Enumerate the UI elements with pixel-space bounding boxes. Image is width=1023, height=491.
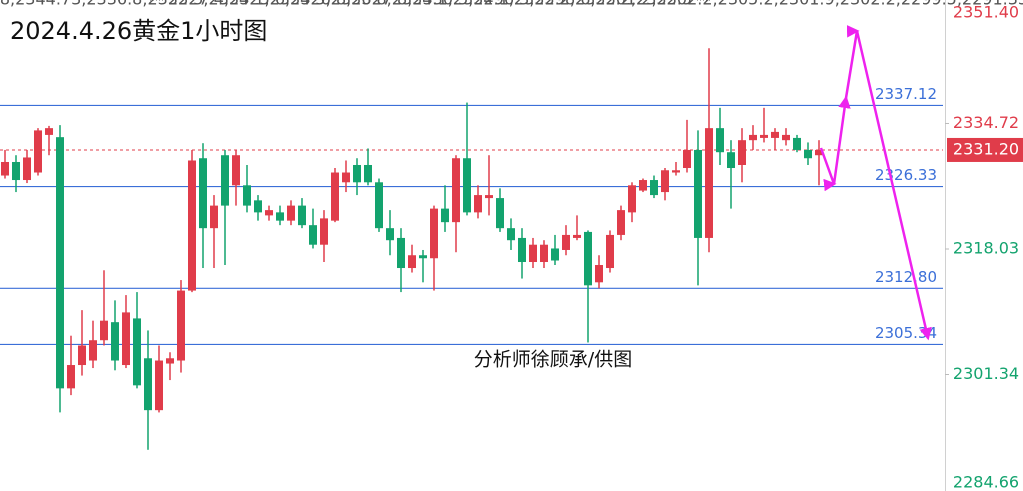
- candle-body: [397, 237, 405, 269]
- level-label: 2312.80: [875, 268, 937, 286]
- candle-body: [595, 265, 603, 283]
- candle-body: [45, 128, 53, 135]
- watermark: 分析师徐顾承/供图: [474, 349, 632, 371]
- candle-body: [782, 134, 790, 141]
- candle-body: [309, 225, 317, 245]
- candle-body: [144, 358, 152, 411]
- candle-body: [419, 255, 427, 259]
- candle-body: [485, 195, 493, 199]
- candle-body: [771, 131, 779, 138]
- low-label: 2327.4,2325.6,2326.8,2327.8,2330.5,2296.…: [168, 0, 1023, 9]
- level-label: 2337.12: [875, 85, 937, 103]
- candle-body: [320, 218, 328, 245]
- candle-body: [727, 152, 735, 169]
- candle-body: [122, 312, 130, 366]
- y-tick-label: 2284.66: [953, 473, 1019, 491]
- candle-body: [639, 180, 647, 191]
- candle-body: [386, 228, 394, 241]
- candle-body: [617, 210, 625, 235]
- candle-body: [89, 340, 97, 361]
- candle-body: [111, 322, 119, 361]
- candle-body: [1, 161, 9, 176]
- candle-body: [474, 195, 482, 213]
- last-price-label: 2331.20: [953, 139, 1019, 158]
- candle-body: [749, 134, 757, 141]
- y-tick-label: 2351.40: [953, 3, 1019, 22]
- candle-body: [34, 130, 42, 173]
- candle-body: [166, 358, 174, 364]
- candle-body: [606, 234, 614, 269]
- candle-body: [705, 128, 713, 238]
- candle-body: [56, 137, 64, 389]
- candle-body: [650, 180, 658, 196]
- candle-body: [441, 208, 449, 223]
- candle-body: [287, 205, 295, 221]
- candle-body: [276, 212, 284, 221]
- candle-body: [133, 318, 141, 386]
- candle-body: [452, 158, 460, 223]
- chart-title: 2024.4.26黄金1小时图: [10, 17, 267, 45]
- y-tick-label: 2301.34: [953, 364, 1019, 383]
- level-label: 2326.33: [875, 166, 937, 184]
- candle-body: [804, 149, 812, 159]
- candle-body: [551, 248, 559, 261]
- candle-body: [331, 172, 339, 221]
- candle-body: [683, 149, 691, 169]
- candle-body: [100, 320, 108, 341]
- candle-body: [210, 205, 218, 229]
- candle-body: [793, 137, 801, 150]
- candle-body: [760, 134, 768, 138]
- candle-body: [232, 155, 240, 186]
- candle-body: [12, 161, 20, 181]
- candle-body: [815, 149, 823, 156]
- candle-body: [584, 231, 592, 286]
- candle-body: [430, 208, 438, 259]
- candle-body: [562, 234, 570, 250]
- candle-body: [529, 244, 537, 263]
- high-label: 2331.2,2330.5,2331.2,2334.1,2334.4,2334.…: [0, 0, 692, 9]
- candle-body: [672, 170, 680, 173]
- candle-body: [375, 182, 383, 229]
- last-price-box: [947, 137, 1023, 162]
- candle-body: [353, 164, 361, 183]
- candle-body: [496, 198, 504, 229]
- candle-body: [342, 172, 350, 183]
- candle-body: [573, 234, 581, 238]
- candle-body: [518, 237, 526, 263]
- candle-body: [155, 360, 163, 411]
- candle-body: [540, 244, 548, 263]
- candle-body: [67, 365, 75, 389]
- candle-body: [408, 255, 416, 269]
- candle-body: [254, 200, 262, 213]
- candle-body: [364, 164, 372, 183]
- projection-arrow: [819, 25, 932, 341]
- candle-body: [199, 158, 207, 229]
- candle-body: [628, 185, 636, 213]
- candle-body: [716, 128, 724, 153]
- candle-body: [265, 210, 273, 216]
- candle-body: [694, 149, 702, 238]
- candle-body: [661, 170, 669, 193]
- y-tick-label: 2318.03: [953, 238, 1019, 257]
- candle-body: [243, 185, 251, 206]
- candle-body: [177, 290, 185, 361]
- candle-body: [298, 205, 306, 226]
- y-tick-label: 2334.72: [953, 113, 1019, 132]
- candle-body: [221, 155, 229, 206]
- candle-body: [78, 345, 86, 366]
- candle-body: [188, 160, 196, 291]
- candle-body: [23, 157, 31, 181]
- candle-body: [738, 140, 746, 165]
- candle-body: [507, 228, 515, 241]
- candle-body: [463, 158, 471, 213]
